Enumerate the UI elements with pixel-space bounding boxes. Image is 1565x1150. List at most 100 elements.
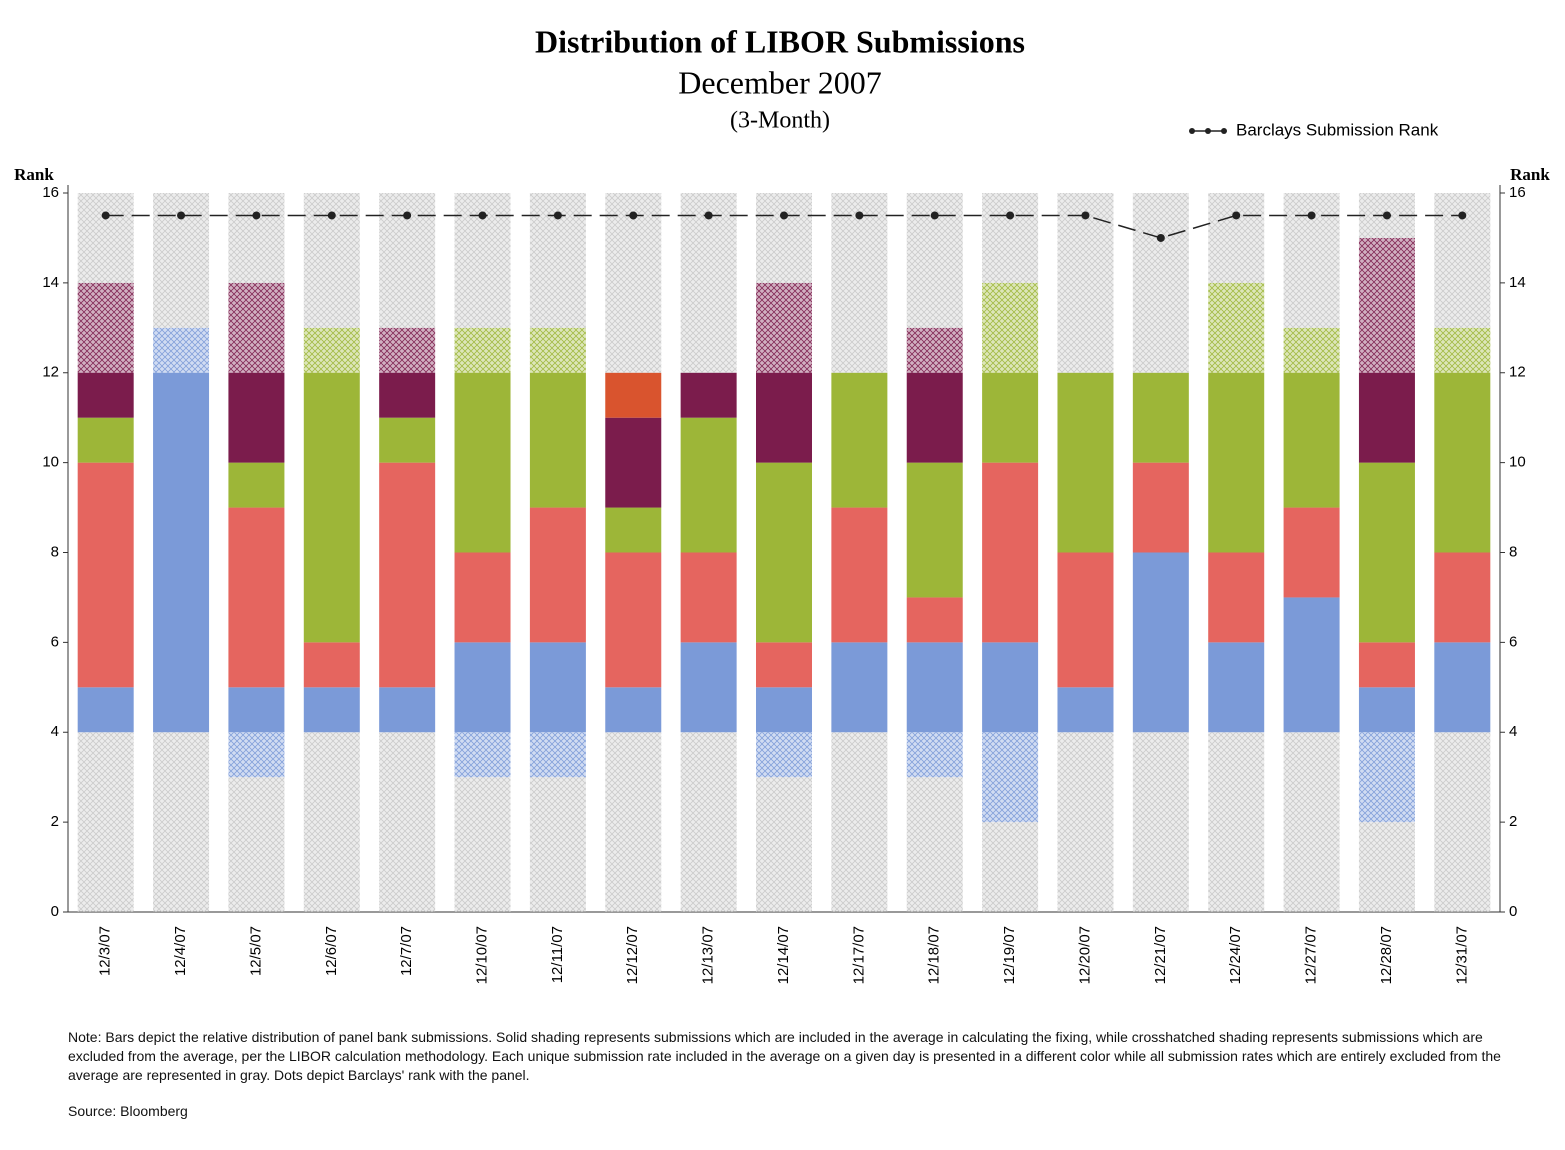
- barclays-dot: [1006, 211, 1015, 220]
- barclays-dot: [1307, 211, 1316, 220]
- included-segment: [454, 372, 511, 553]
- included-segment: [529, 507, 586, 643]
- x-tick-label: 12/20/07: [1076, 926, 1093, 984]
- x-tick-label: 12/27/07: [1303, 926, 1320, 984]
- excluded-segment: [228, 282, 285, 373]
- excluded-segment: [756, 732, 812, 778]
- barclays-dot: [629, 211, 638, 220]
- included-segment: [982, 642, 1039, 733]
- included-segment: [454, 552, 511, 643]
- included-segment: [303, 687, 360, 733]
- barclays-dot: [403, 211, 412, 220]
- excluded-segment: [454, 777, 511, 912]
- included-segment: [1132, 462, 1189, 553]
- barclays-dot: [855, 211, 864, 220]
- excluded-segment: [1132, 193, 1189, 373]
- included-segment: [831, 372, 888, 508]
- included-segment: [1434, 552, 1491, 643]
- excluded-segment: [756, 282, 812, 373]
- x-tick-label: 12/18/07: [926, 926, 943, 984]
- included-segment: [1434, 642, 1491, 733]
- legend-dot: [1221, 128, 1227, 134]
- source: Source: Bloomberg: [68, 1103, 188, 1119]
- y2-tick-label: 8: [1509, 543, 1517, 560]
- x-tick-label: 12/6/07: [323, 926, 340, 976]
- included-segment: [680, 417, 737, 553]
- y-tick-label: 12: [42, 364, 59, 381]
- included-segment: [906, 642, 963, 733]
- chart-title: Distribution of LIBOR Submissions: [535, 23, 1025, 59]
- excluded-segment: [680, 732, 737, 912]
- chart-subtitle: December 2007: [678, 64, 881, 100]
- included-segment: [1057, 687, 1114, 733]
- y-tick-label: 4: [51, 723, 59, 740]
- included-segment: [379, 417, 436, 463]
- included-segment: [906, 462, 963, 598]
- included-segment: [1208, 372, 1265, 553]
- excluded-segment: [228, 732, 285, 778]
- barclays-dot: [1458, 211, 1467, 220]
- excluded-segment: [77, 193, 134, 283]
- barclays-dot: [704, 211, 713, 220]
- excluded-segment: [153, 327, 210, 373]
- x-tick-label: 12/3/07: [97, 926, 114, 976]
- included-segment: [906, 597, 963, 643]
- excluded-segment: [529, 732, 586, 778]
- excluded-segment: [831, 193, 888, 373]
- barclays-dot: [1382, 211, 1391, 220]
- excluded-segment: [1283, 327, 1340, 373]
- x-tick-label: 12/11/07: [549, 926, 566, 983]
- included-segment: [605, 552, 662, 688]
- included-segment: [1358, 462, 1415, 643]
- included-segment: [1208, 642, 1265, 733]
- legend-label: Barclays Submission Rank: [1236, 120, 1439, 139]
- y2-axis-label: Rank: [1510, 165, 1550, 184]
- excluded-segment: [680, 193, 737, 373]
- included-segment: [303, 372, 360, 643]
- excluded-segment: [153, 732, 210, 912]
- excluded-segment: [1057, 732, 1114, 912]
- included-segment: [1283, 507, 1340, 598]
- x-tick-label: 12/17/07: [850, 926, 867, 984]
- included-segment: [756, 372, 812, 463]
- included-segment: [756, 687, 812, 733]
- included-segment: [605, 372, 662, 418]
- included-segment: [756, 642, 812, 688]
- y-axis-label: Rank: [14, 165, 54, 184]
- included-segment: [228, 462, 285, 508]
- excluded-segment: [1283, 732, 1340, 912]
- included-segment: [605, 507, 662, 553]
- included-segment: [982, 372, 1039, 463]
- x-tick-label: 12/13/07: [700, 926, 717, 984]
- x-tick-label: 12/10/07: [473, 926, 490, 984]
- excluded-segment: [228, 193, 285, 283]
- barclays-dot: [1156, 233, 1165, 242]
- excluded-segment: [1358, 732, 1415, 823]
- included-segment: [77, 687, 134, 733]
- y2-tick-label: 12: [1509, 364, 1526, 381]
- included-segment: [1132, 552, 1189, 733]
- included-segment: [605, 687, 662, 733]
- excluded-segment: [1208, 193, 1265, 283]
- excluded-segment: [756, 777, 812, 912]
- barclays-dot: [252, 211, 261, 220]
- excluded-segment: [454, 327, 511, 373]
- legend-dot: [1205, 128, 1211, 134]
- included-segment: [77, 462, 134, 688]
- excluded-segment: [1358, 237, 1415, 373]
- y-tick-label: 6: [51, 633, 59, 650]
- excluded-segment: [1208, 282, 1265, 373]
- excluded-segment: [906, 732, 963, 778]
- included-segment: [303, 642, 360, 688]
- barclays-dot: [327, 211, 336, 220]
- chart: Distribution of LIBOR Submissions Decemb…: [14, 23, 1550, 984]
- y2-tick-label: 2: [1509, 813, 1517, 830]
- excluded-segment: [906, 777, 963, 912]
- excluded-segment: [982, 822, 1039, 912]
- included-segment: [680, 552, 737, 643]
- included-segment: [680, 642, 737, 733]
- included-segment: [153, 372, 210, 733]
- y2-tick-label: 0: [1509, 903, 1517, 920]
- included-segment: [831, 642, 888, 733]
- included-segment: [982, 462, 1039, 643]
